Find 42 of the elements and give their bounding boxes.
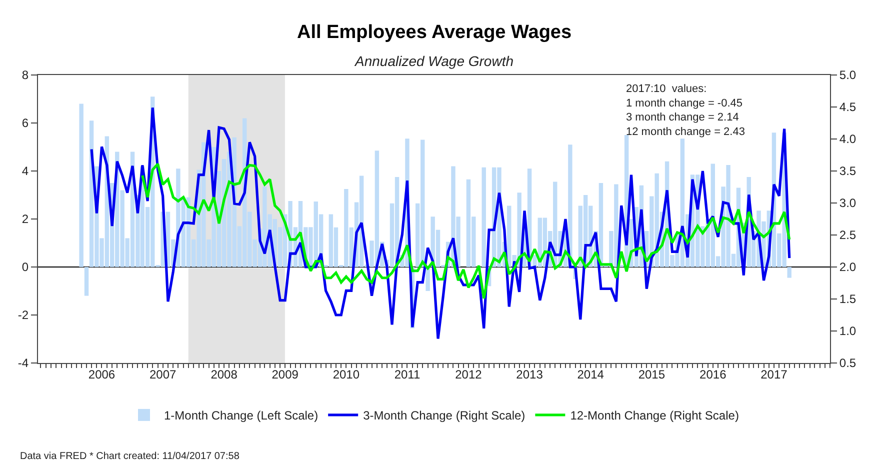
y-tick-label: 8 [22, 68, 29, 82]
y2-tick-label: 4.0 [839, 132, 856, 146]
x-tick-label: 2017 [760, 367, 788, 382]
y2-tick-label: 3.0 [839, 196, 856, 210]
y2-tick-label: 5.0 [839, 68, 856, 82]
bar [482, 167, 486, 267]
chart-subtitle: Annualized Wage Growth [354, 53, 514, 69]
y-tick-label: -2 [18, 308, 29, 322]
x-tick-label: 2014 [577, 367, 604, 382]
y2-tick-label: 3.5 [839, 164, 856, 178]
y-tick-label: 2 [22, 212, 29, 226]
y2-tick-label: 1.5 [839, 292, 856, 306]
y2-tick-label: 1.0 [839, 324, 856, 338]
annotation: 2017:10 values: 1 month change = -0.45 3 month change = 2.14 12 month change = 2.43 [626, 83, 745, 138]
legend-label: 12-Month Change (Right Scale) [570, 408, 739, 423]
x-tick-label: 2013 [516, 367, 544, 382]
x-tick-label: 2011 [394, 367, 420, 382]
bar [79, 104, 84, 267]
y2-tick-label: 2.0 [839, 260, 856, 274]
x-tick-label: 2008 [210, 367, 238, 382]
x-tick-label: 2015 [638, 367, 666, 382]
bar [84, 267, 89, 296]
x-tick-label: 2012 [455, 367, 482, 382]
y2-tick-label: 2.5 [839, 228, 856, 242]
y2-tick-label: 0.5 [839, 356, 856, 370]
x-tick-label: 2006 [88, 367, 116, 382]
y-tick-label: -4 [18, 356, 29, 370]
x-tick-label: 2010 [332, 367, 360, 382]
chart-title: All Employees Average Wages [297, 22, 572, 43]
legend-label: 3-Month Change (Right Scale) [363, 408, 526, 423]
y-tick-label: 4 [22, 164, 29, 178]
line-series [141, 162, 791, 300]
x-tick-label: 2007 [149, 367, 176, 382]
y-tick-label: 6 [22, 116, 29, 130]
x-tick-label: 2009 [272, 367, 299, 382]
legend-label: 1-Month Change (Left Scale) [164, 408, 318, 423]
y2-tick-label: 4.5 [839, 100, 856, 114]
bar [426, 267, 430, 291]
y-tick-label: 0 [22, 260, 29, 274]
x-tick-label: 2016 [700, 367, 727, 382]
bar [787, 267, 792, 278]
text: Data via FRED * Chart created: 11/04/2017 07:58 [20, 451, 240, 462]
